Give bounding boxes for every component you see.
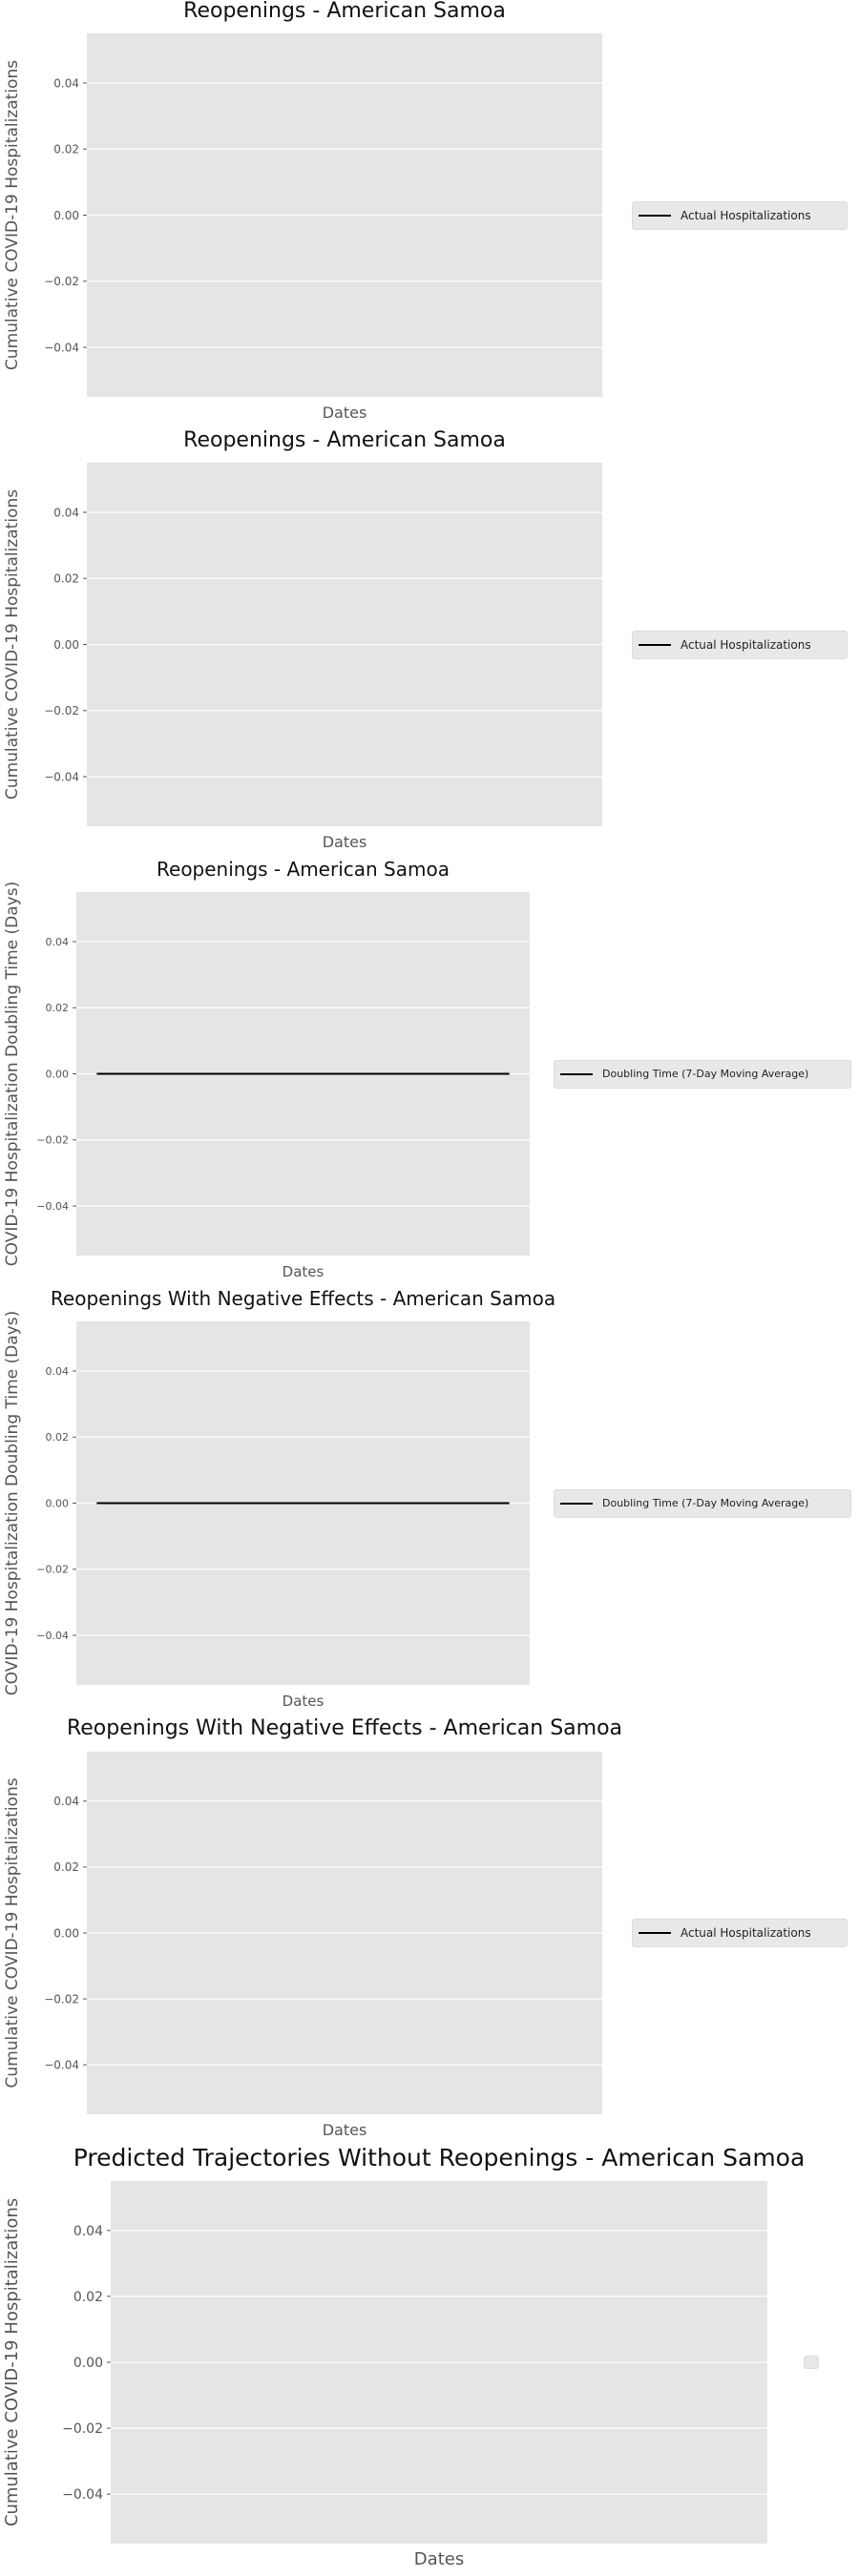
chart-panel-1: −0.04 −0.02 0.00 0.02 0.04 Reopenings - Ameri… [0, 0, 859, 429]
chart-title: Reopenings - American Samoa [183, 0, 506, 23]
chart-panel-5: −0.04 −0.02 0.00 0.02 0.04 Reopenings With Ne… [0, 1717, 859, 2147]
y-tick-label: −0.04 [44, 341, 79, 354]
legend: Doubling Time (7-Day Moving Average) [554, 1488, 851, 1518]
chart-svg: −0.04 −0.02 0.00 0.02 0.04 Predicted Trajecto… [2, 2147, 806, 2569]
y-tick-label: −0.04 [62, 2487, 103, 2503]
y-tick-label: 0.04 [46, 1365, 70, 1378]
y-axis-label: Cumulative COVID-19 Hospitalizations [3, 1777, 22, 2088]
y-tick-label: 0.04 [73, 2224, 103, 2239]
y-tick-label: −0.02 [44, 1992, 79, 2005]
x-axis-label: Dates [283, 1263, 325, 1280]
y-tick-label: −0.02 [62, 2421, 103, 2437]
y-tick-label: −0.02 [44, 275, 79, 288]
y-tick-label: −0.02 [44, 704, 79, 717]
legend-label: Actual Hospitalizations [681, 1926, 811, 1940]
legend-label: Actual Hospitalizations [681, 208, 811, 222]
chart-panel-3: −0.04 −0.02 0.00 0.02 0.04 Reopenings - Ameri… [0, 859, 859, 1288]
y-axis-label: COVID-19 Hospitalization Doubling Time (… [3, 1311, 22, 1695]
legend: Doubling Time (7-Day Moving Average) [554, 1059, 851, 1089]
chart-title: Reopenings With Negative Effects - Ameri… [51, 1288, 555, 1310]
y-axis-label: Cumulative COVID-19 Hospitalizations [3, 489, 22, 800]
chart-svg: −0.04 −0.02 0.00 0.02 0.04 Reopenings With Ne… [3, 1717, 622, 2139]
y-tick-label: 0.00 [53, 1926, 79, 1940]
chart-panel-2: −0.04 −0.02 0.00 0.02 0.04 Reopenings - Ameri… [0, 429, 859, 859]
legend-label: Actual Hospitalizations [681, 637, 811, 652]
legend-swatch [639, 1932, 671, 1934]
legend-label: Doubling Time (7-Day Moving Average) [602, 1068, 809, 1080]
chart-panel-6: −0.04 −0.02 0.00 0.02 0.04 Predicted Trajecto… [0, 2147, 859, 2576]
y-tick-label: −0.02 [36, 1134, 69, 1147]
legend-label: Doubling Time (7-Day Moving Average) [602, 1497, 809, 1509]
chart-svg: −0.04 −0.02 0.00 0.02 0.04 Reopenings - Ameri… [3, 0, 602, 422]
legend [804, 2356, 819, 2369]
x-axis-label: Dates [283, 1693, 325, 1710]
y-tick-label: 0.02 [73, 2290, 103, 2305]
chart-panel-4: −0.04 −0.02 0.00 0.02 0.04 Reopenings With Ne… [0, 1288, 859, 1717]
legend-swatch [639, 643, 671, 646]
y-tick-label: 0.02 [53, 143, 79, 156]
y-tick-label: −0.04 [44, 770, 79, 783]
y-tick-label: 0.02 [46, 1431, 70, 1444]
legend-swatch [560, 1072, 593, 1075]
legend-swatch [639, 214, 671, 217]
y-tick-label: 0.04 [46, 936, 70, 948]
legend-swatch [560, 1502, 593, 1505]
y-axis-label: Cumulative COVID-19 Hospitalizations [3, 60, 22, 370]
y-tick-label: 0.04 [53, 506, 79, 519]
legend: Actual Hospitalizations [632, 1919, 848, 1947]
y-tick-label: 0.00 [53, 638, 79, 652]
y-tick-label: 0.00 [53, 209, 79, 222]
chart-svg: −0.04 −0.02 0.00 0.02 0.04 Reopenings - Ameri… [3, 859, 530, 1280]
x-axis-label: Dates [323, 404, 367, 422]
chart-svg: −0.04 −0.02 0.00 0.02 0.04 Reopenings With Ne… [3, 1288, 555, 1710]
y-tick-label: 0.02 [46, 1002, 70, 1014]
chart-title: Reopenings With Negative Effects - Ameri… [67, 1717, 622, 1740]
y-tick-label: 0.02 [53, 572, 79, 586]
y-tick-label: 0.00 [46, 1497, 70, 1509]
y-axis-label: Cumulative COVID-19 Hospitalizations [2, 2198, 22, 2526]
y-tick-label: −0.02 [36, 1564, 69, 1576]
chart-title: Reopenings - American Samoa [183, 429, 506, 452]
y-tick-label: 0.04 [53, 76, 79, 90]
y-tick-label: 0.02 [53, 1860, 79, 1874]
y-tick-label: 0.00 [73, 2356, 103, 2371]
y-tick-label: −0.04 [36, 1200, 69, 1213]
chart-title: Predicted Trajectories Without Reopening… [73, 2147, 806, 2171]
legend: Actual Hospitalizations [632, 630, 848, 659]
y-axis-label: COVID-19 Hospitalization Doubling Time (… [3, 882, 22, 1266]
x-axis-label: Dates [323, 2121, 367, 2139]
legend: Actual Hospitalizations [632, 200, 848, 230]
x-axis-label: Dates [323, 833, 367, 851]
chart-title: Reopenings - American Samoa [157, 859, 450, 881]
y-tick-label: −0.04 [36, 1630, 69, 1642]
y-tick-label: −0.04 [44, 2059, 79, 2072]
x-axis-label: Dates [414, 2549, 464, 2569]
y-tick-label: 0.04 [53, 1795, 79, 1808]
chart-svg: −0.04 −0.02 0.00 0.02 0.04 Reopenings - Ameri… [3, 429, 602, 851]
y-tick-label: 0.00 [46, 1068, 70, 1080]
